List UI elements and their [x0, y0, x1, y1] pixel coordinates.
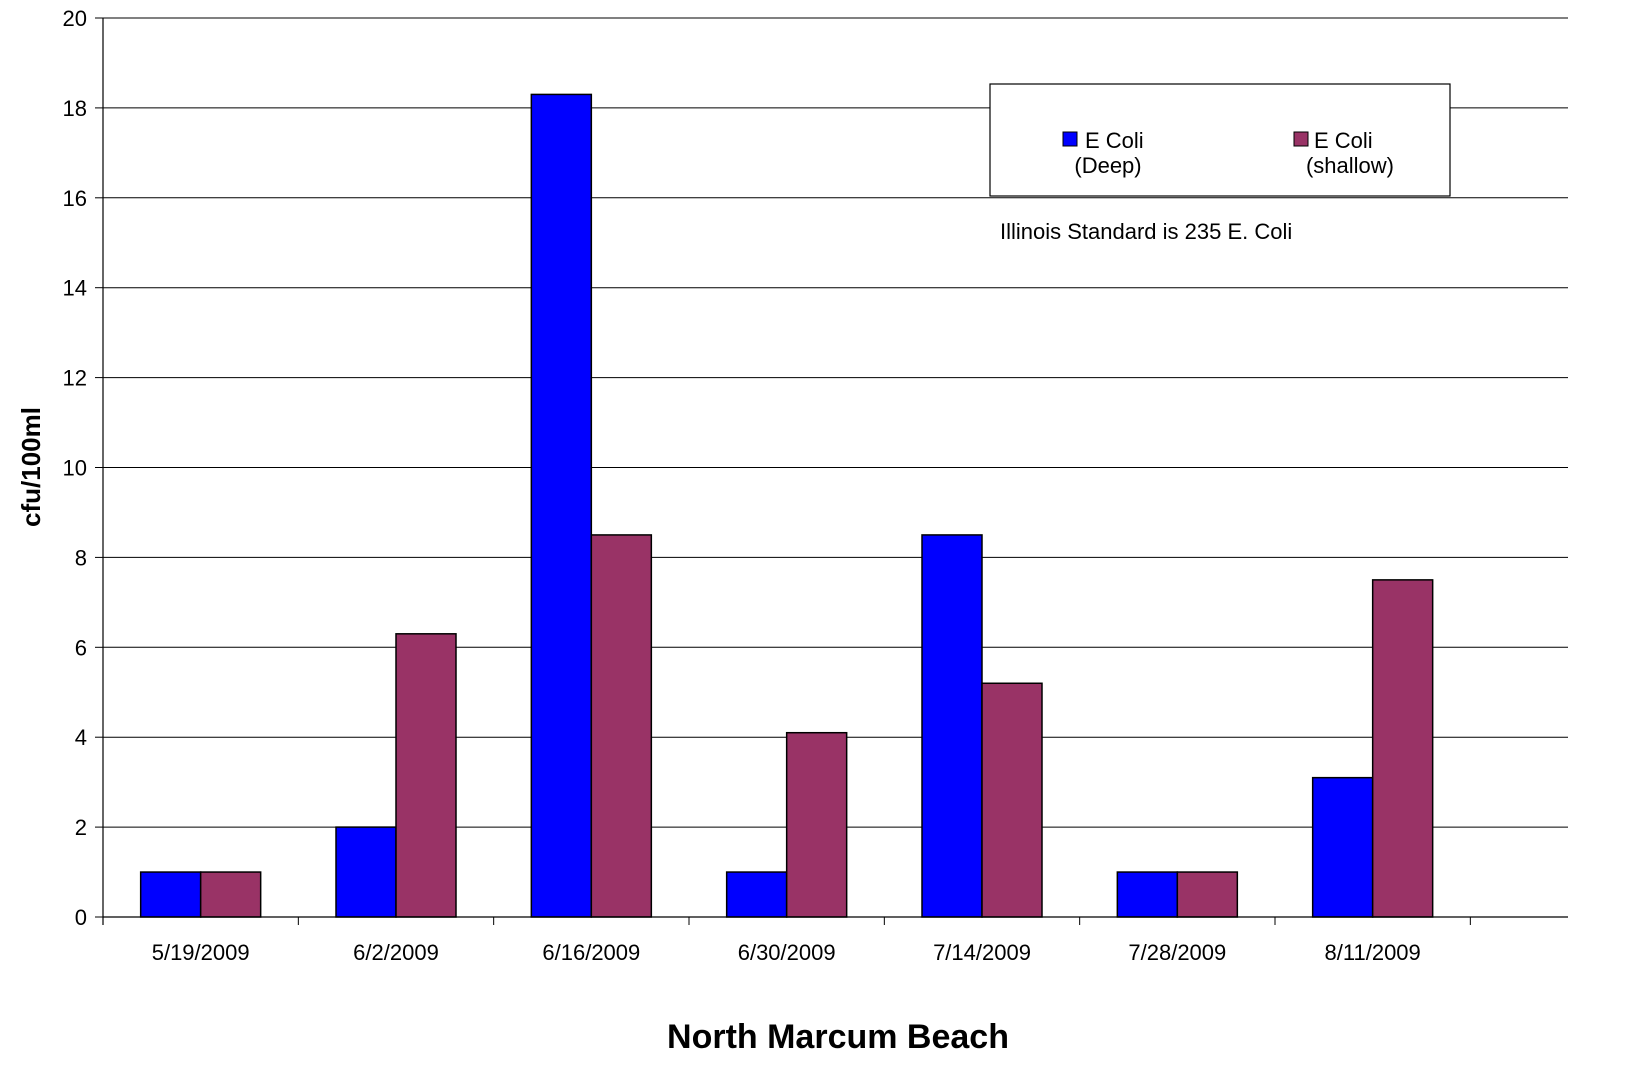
x-tick-label-4: 7/14/2009 — [933, 940, 1031, 965]
legend-label-shallow-line1: E Coli — [1314, 128, 1373, 153]
y-tick-label-14: 14 — [63, 276, 87, 301]
legend-swatch-deep — [1062, 131, 1078, 147]
bar-shallow-4 — [981, 682, 1043, 918]
bar-deep-5 — [1116, 871, 1179, 918]
bar-deep-4 — [921, 534, 983, 918]
y-tick-label-18: 18 — [63, 96, 87, 121]
legend: E Coli (Deep) E Coli (shallow) — [989, 83, 1451, 197]
x-tick-label-3: 6/30/2009 — [738, 940, 836, 965]
x-axis-title: North Marcum Beach — [667, 1018, 1009, 1056]
y-tick-labels: 0 2 4 6 8 10 12 14 16 18 20 — [63, 6, 87, 930]
y-tick-label-0: 0 — [75, 905, 87, 930]
x-tick-label-2: 6/16/2009 — [542, 940, 640, 965]
x-tick-labels: 5/19/2009 6/2/2009 6/16/2009 6/30/2009 7/14/… — [152, 940, 1421, 965]
x-tick-label-1: 6/2/2009 — [353, 940, 439, 965]
y-tick-label-16: 16 — [63, 186, 87, 211]
legend-box — [989, 83, 1451, 197]
bars — [139, 93, 1434, 918]
x-tick-label-0: 5/19/2009 — [152, 940, 250, 965]
bar-deep-1 — [335, 826, 397, 918]
bar-deep-2 — [530, 93, 593, 918]
y-tick-label-4: 4 — [75, 725, 87, 750]
axes — [102, 18, 1568, 925]
y-tick-label-20: 20 — [63, 6, 87, 31]
y-tick-label-8: 8 — [75, 545, 87, 570]
bar-deep-6 — [1311, 776, 1374, 918]
y-tick-label-2: 2 — [75, 815, 87, 840]
legend-label-deep-line1: E Coli — [1085, 128, 1144, 153]
bar-shallow-5 — [1176, 871, 1239, 918]
y-tick-label-6: 6 — [75, 635, 87, 660]
legend-label-shallow-line2: (shallow) — [1306, 153, 1394, 178]
x-tick-label-6: 8/11/2009 — [1325, 940, 1421, 965]
bar-shallow-6 — [1371, 579, 1434, 918]
bar-shallow-1 — [395, 633, 457, 918]
bar-deep-3 — [725, 871, 788, 918]
annotation-standard: Illinois Standard is 235 E. Coli — [1000, 219, 1292, 244]
y-tick-label-12: 12 — [63, 366, 87, 391]
y-axis-title: cfu/100ml — [16, 407, 46, 527]
legend-swatch-shallow — [1293, 131, 1309, 147]
bar-shallow-0 — [199, 871, 262, 918]
y-tick-label-10: 10 — [63, 456, 87, 481]
legend-label-deep-line2: (Deep) — [1074, 153, 1141, 178]
x-tick-label-5: 7/28/2009 — [1128, 940, 1226, 965]
bar-deep-0 — [139, 871, 202, 918]
bar-shallow-2 — [590, 534, 653, 918]
bar-shallow-3 — [785, 731, 848, 918]
